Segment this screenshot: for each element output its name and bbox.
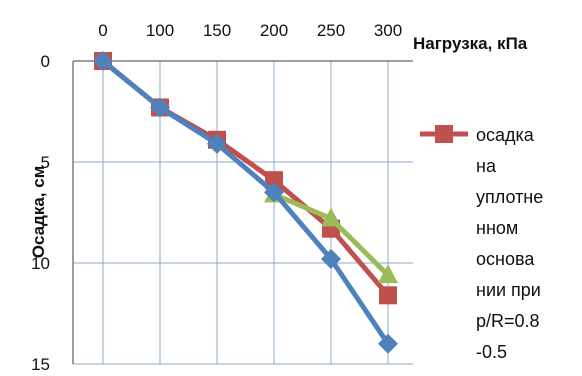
data-point-marker: [150, 97, 170, 118]
y-tick-label: 0: [41, 52, 50, 71]
data-point-marker: [93, 51, 113, 71]
series-group: [93, 51, 398, 354]
axes: [72, 60, 413, 364]
data-point-marker: [265, 171, 283, 190]
x-tick-labels: 0 100 150 200 250 300: [98, 21, 402, 40]
x-tick-label: 200: [260, 21, 288, 40]
y-tick-labels: 0 5 10 15: [31, 52, 50, 374]
data-point-marker: [378, 264, 398, 284]
legend-entry-text: уплотне: [476, 187, 543, 207]
series-line: [100, 58, 391, 347]
y-tick-label: 10: [31, 254, 50, 273]
legend-entry-text: нии при: [476, 280, 541, 300]
legend-entry-text: основа: [476, 249, 535, 269]
y-tick-label: 5: [41, 153, 50, 172]
y-axis-title: Осадка, см: [29, 166, 48, 259]
x-tick-label: 300: [374, 21, 402, 40]
x-tick-label: 150: [203, 21, 231, 40]
legend-marker: [435, 125, 453, 143]
x-axis-title: Нагрузка, кПа: [413, 34, 528, 53]
x-tick-label: 100: [146, 21, 174, 40]
legend-entry-text: -0.5: [476, 342, 507, 362]
legend-entry-text: осадка: [476, 125, 535, 145]
data-point-marker: [378, 333, 398, 354]
x-tick-label: 0: [98, 21, 107, 40]
data-point-marker: [321, 248, 341, 269]
data-point-marker: [207, 133, 227, 154]
legend-entry-text: нном: [476, 218, 518, 238]
x-tick-label: 250: [317, 21, 345, 40]
data-point-marker: [379, 286, 397, 305]
data-point-marker: [321, 207, 341, 227]
y-tick-label: 15: [31, 355, 50, 374]
legend-entry-text: p/R=0.8: [476, 311, 540, 331]
data-point-marker: [264, 182, 284, 203]
legend: осадка на уплотне нном основа нии при p/R=0.8 -…: [420, 125, 543, 362]
legend-entry-text: на: [476, 156, 497, 176]
series-3: [93, 51, 398, 354]
